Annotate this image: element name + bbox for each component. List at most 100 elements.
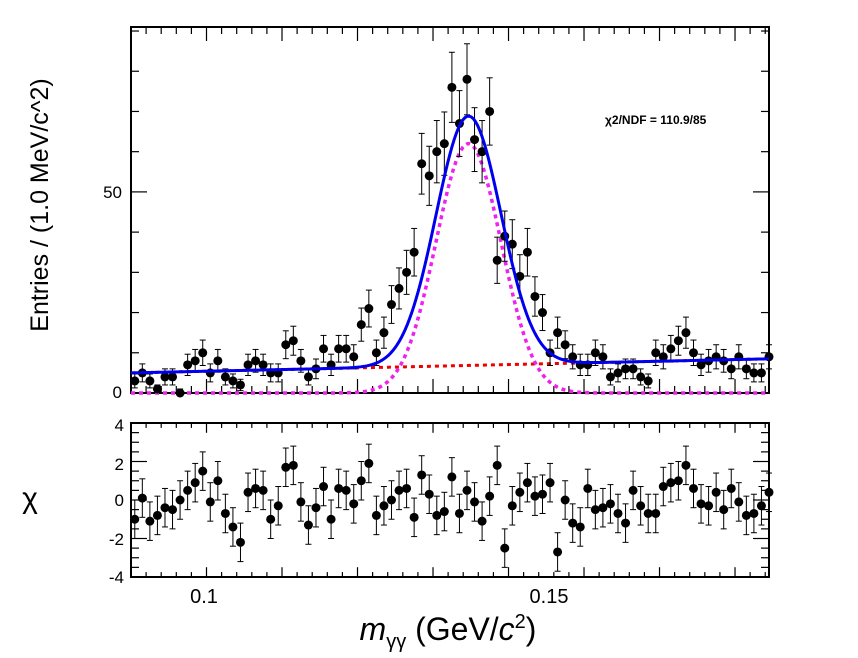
residual-point — [583, 468, 593, 509]
top-axis-ticks — [130, 27, 769, 394]
residual-point — [251, 468, 261, 509]
residual-point — [432, 495, 442, 536]
residual-point — [273, 486, 283, 526]
data-marker — [530, 291, 540, 301]
residual-marker — [183, 485, 193, 495]
residual-marker — [402, 483, 412, 493]
data-marker — [409, 247, 419, 257]
data-marker — [364, 304, 374, 314]
residual-point — [334, 468, 344, 509]
residual-point — [749, 493, 759, 534]
residual-point — [454, 493, 464, 534]
data-marker — [492, 255, 502, 265]
residual-point — [621, 503, 631, 543]
data-point — [447, 51, 457, 123]
chi2-annotation: χ2/NDF = 110.9/85 — [605, 113, 707, 127]
data-marker — [319, 344, 329, 354]
data-point — [756, 363, 766, 383]
residual-marker — [326, 514, 336, 524]
bottom-y-tick-0: 0 — [115, 491, 124, 510]
residual-point — [530, 476, 540, 516]
data-marker — [303, 372, 313, 382]
residual-marker — [364, 458, 374, 468]
data-marker — [477, 147, 487, 157]
data-point — [349, 344, 359, 370]
data-marker — [605, 372, 615, 382]
data-point — [251, 348, 261, 373]
residual-point — [719, 489, 729, 530]
residual-point — [568, 503, 578, 543]
bottom-y-tick-neg4: -4 — [109, 568, 124, 587]
residual-point — [605, 484, 615, 524]
residual-point — [545, 462, 555, 503]
data-marker — [470, 135, 480, 145]
data-marker — [432, 147, 442, 157]
data-marker — [168, 372, 178, 382]
residual-marker — [424, 489, 434, 499]
data-point — [477, 120, 487, 184]
residual-point — [726, 468, 736, 509]
residual-point — [704, 486, 714, 526]
data-marker — [568, 352, 578, 362]
data-point — [764, 344, 774, 370]
residual-marker — [749, 508, 759, 518]
residual-marker — [462, 485, 472, 495]
data-marker — [522, 247, 532, 257]
residual-point — [688, 468, 698, 509]
residual-marker — [205, 497, 215, 507]
residual-marker — [598, 503, 608, 513]
residual-marker — [190, 478, 200, 488]
data-marker — [651, 348, 661, 358]
total-fit-curve-line — [130, 114, 770, 375]
data-point — [636, 368, 646, 386]
bottom-y-axis-label: χ — [22, 482, 38, 515]
top-y-axis-label-text: Entries / (1.0 MeV/c^2) — [26, 78, 54, 331]
top-y-tick-0: 0 — [113, 383, 122, 402]
residual-point — [734, 482, 744, 522]
data-point — [220, 368, 230, 386]
residual-marker — [235, 537, 245, 547]
residual-marker — [673, 476, 683, 486]
data-point — [439, 111, 449, 176]
bottom-y-tick-4: 4 — [115, 416, 124, 435]
residual-marker — [500, 543, 510, 553]
data-marker — [130, 376, 140, 386]
residual-point — [198, 451, 208, 491]
data-point — [666, 334, 676, 363]
data-marker — [447, 82, 457, 92]
data-points — [130, 43, 774, 398]
bottom-plot-frame — [130, 422, 770, 578]
data-marker — [515, 271, 525, 281]
residual-point — [492, 445, 502, 486]
residual-point — [756, 486, 766, 526]
residual-marker — [522, 478, 532, 488]
residual-point — [266, 499, 276, 539]
data-point — [530, 276, 540, 317]
residual-point — [220, 493, 230, 534]
data-point — [319, 334, 329, 363]
residual-point — [439, 491, 449, 532]
data-point — [598, 344, 608, 370]
data-point — [258, 353, 268, 376]
residual-point — [500, 528, 510, 568]
data-marker — [598, 352, 608, 362]
data-marker — [726, 364, 736, 374]
residual-marker — [319, 482, 329, 492]
residual-marker — [560, 495, 570, 505]
data-point — [673, 325, 683, 356]
top-y-tick-50: 50 — [103, 183, 122, 202]
data-point — [432, 120, 442, 184]
residual-marker — [756, 501, 766, 511]
data-marker — [371, 348, 381, 358]
data-marker — [537, 308, 547, 318]
data-marker — [590, 348, 600, 358]
data-marker — [417, 159, 427, 169]
data-marker — [688, 348, 698, 358]
residual-marker — [643, 508, 653, 518]
data-marker — [228, 376, 238, 386]
residual-marker — [198, 466, 208, 476]
residual-marker — [288, 460, 298, 470]
residual-point — [319, 466, 329, 507]
data-point — [613, 363, 623, 383]
